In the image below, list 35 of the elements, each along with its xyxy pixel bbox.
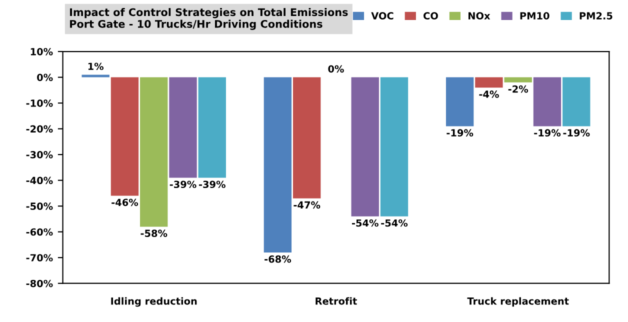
y-tick-label: -70% xyxy=(26,254,53,262)
y-tick-label: -60% xyxy=(26,228,53,236)
data-label: 0% xyxy=(328,65,344,73)
data-label: -68% xyxy=(264,255,292,263)
data-label: -58% xyxy=(140,230,168,237)
data-label: -46% xyxy=(112,198,138,206)
data-label: -39% xyxy=(199,180,226,188)
y-tick-label: -40% xyxy=(26,176,53,184)
data-label: -47% xyxy=(294,201,320,209)
legend-label: PM2.5 xyxy=(580,12,612,20)
data-label: -4% xyxy=(479,90,499,98)
data-label: -2% xyxy=(508,85,528,93)
data-label: -54% xyxy=(352,219,378,227)
y-tick-label: -10% xyxy=(26,100,53,107)
chart-title: Impact of Control Strategies on Total Emissions xyxy=(70,8,348,18)
legend-label: NOx xyxy=(468,12,490,20)
legend-label: PM10 xyxy=(520,12,550,20)
y-tick-label: -30% xyxy=(26,151,53,158)
data-label: -39% xyxy=(170,180,196,188)
legend-label: CO xyxy=(424,12,438,20)
data-label: -19% xyxy=(534,129,561,137)
data-label: -19% xyxy=(446,129,474,137)
y-tick-label: -20% xyxy=(26,125,53,133)
data-label: -54% xyxy=(381,219,408,227)
x-tick-label: Idling reduction xyxy=(111,297,197,307)
data-label: -19% xyxy=(563,129,590,137)
chart-subtitle: Port Gate - 10 Trucks/Hr Driving Conditions xyxy=(70,20,322,30)
y-tick-label: 0% xyxy=(37,74,53,82)
y-tick-label: -50% xyxy=(26,202,53,210)
y-tick-label: -80% xyxy=(26,280,53,288)
legend-label: VOC xyxy=(371,12,394,20)
x-tick-label: Retrofit xyxy=(316,297,357,305)
x-tick-label: Truck replacement xyxy=(467,297,569,307)
data-label: 1% xyxy=(88,62,104,70)
y-tick-label: 10% xyxy=(30,48,53,56)
